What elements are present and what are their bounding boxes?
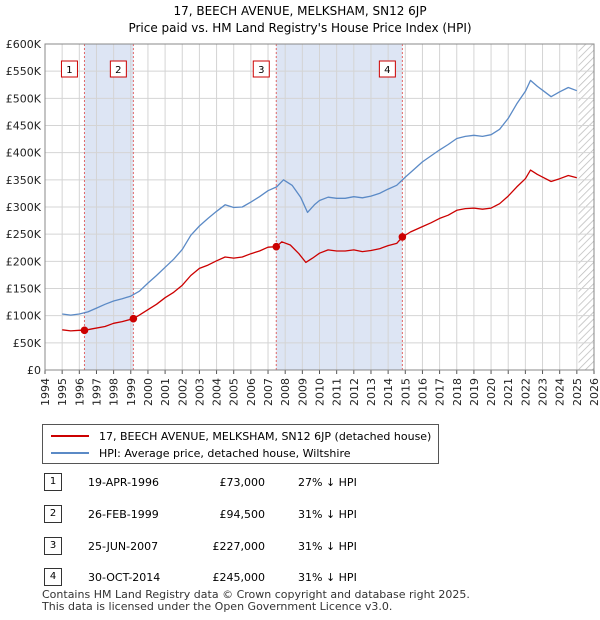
x-tick-label: 1999 — [125, 378, 138, 406]
property-price-line — [62, 169, 577, 332]
sale-date: 26-FEB-1999 — [88, 508, 159, 521]
x-tick-label: 2019 — [468, 378, 481, 406]
sale-number-badge: 2 — [44, 505, 62, 523]
sale-date: 19-APR-1996 — [88, 476, 160, 489]
legend-item-property: 17, BEECH AVENUE, MELKSHAM, SN12 6JP (de… — [51, 428, 431, 444]
x-tick-label: 2022 — [519, 378, 532, 406]
x-tick-label: 1996 — [73, 378, 86, 406]
footer-line-1: Contains HM Land Registry data © Crown c… — [42, 588, 470, 601]
sale-hpi-diff: 31% ↓ HPI — [298, 571, 357, 584]
sale-number-badge: 1 — [44, 473, 62, 491]
legend-item-hpi: HPI: Average price, detached house, Wilt… — [51, 445, 351, 461]
sale-price: £227,000 — [212, 540, 266, 553]
y-tick-label: £500K — [6, 92, 42, 105]
sale-price: £245,000 — [212, 571, 266, 584]
sale-marker-label: 2 — [115, 65, 121, 76]
legend: 17, BEECH AVENUE, MELKSHAM, SN12 6JP (de… — [42, 424, 439, 464]
legend-label-hpi: HPI: Average price, detached house, Wilt… — [99, 446, 351, 460]
x-tick-label: 2009 — [296, 378, 309, 406]
sale-point — [80, 326, 89, 335]
x-tick-label: 2004 — [211, 378, 224, 406]
x-tick-label: 2016 — [416, 378, 429, 406]
plot-area: £0 £50K £100K £150K £200K £250K £300K £350K £400… — [6, 38, 600, 406]
sale-point — [129, 314, 138, 323]
x-tick-label: 2025 — [571, 378, 584, 406]
sale-number-badge: 4 — [44, 568, 62, 586]
price-chart: 17, BEECH AVENUE, MELKSHAM, SN12 6JP Pri… — [6, 4, 600, 406]
x-tick-label: 2015 — [399, 378, 412, 406]
x-tick-label: 2017 — [434, 378, 447, 406]
legend-swatch-hpi — [51, 452, 89, 454]
sale-hpi-diff: 27% ↓ HPI — [298, 476, 357, 489]
x-tick-label: 2006 — [245, 378, 258, 406]
y-tick-label: £200K — [6, 255, 42, 268]
sale-hpi-diff: 31% ↓ HPI — [298, 540, 357, 553]
x-tick-label: 2014 — [382, 378, 395, 406]
table-row: 4 30-OCT-2014 £245,000 31% ↓ HPI — [40, 566, 460, 590]
x-tick-label: 2021 — [502, 378, 515, 406]
sale-point — [398, 233, 407, 241]
y-tick-label: £100K — [6, 310, 42, 323]
x-tick-label: 2000 — [142, 378, 155, 406]
y-tick-label: £300K — [6, 201, 42, 214]
plot-border — [44, 43, 595, 371]
table-row: 3 25-JUN-2007 £227,000 31% ↓ HPI — [40, 535, 460, 559]
x-tick-label: 1994 — [39, 378, 52, 406]
sale-marker-box — [252, 60, 270, 78]
y-tick-label: £550K — [6, 65, 42, 78]
legend-swatch-property — [51, 435, 89, 437]
x-tick-label: 2003 — [193, 378, 206, 406]
y-tick-label: £0 — [27, 364, 41, 377]
sale-date: 25-JUN-2007 — [88, 540, 159, 553]
x-tick-label: 2010 — [314, 378, 327, 406]
footer-attribution: Contains HM Land Registry data © Crown c… — [42, 589, 470, 613]
x-tick-label: 2023 — [537, 378, 550, 406]
sale-point — [272, 242, 281, 251]
x-tick-label: 2024 — [554, 378, 567, 406]
y-tick-label: £50K — [13, 337, 42, 350]
table-row: 1 19-APR-1996 £73,000 27% ↓ HPI — [40, 471, 460, 495]
x-tick-label: 2007 — [262, 378, 275, 406]
x-tick-label: 2018 — [451, 378, 464, 406]
x-tick-label: 2008 — [279, 378, 292, 406]
x-tick-label: 2005 — [228, 378, 241, 406]
x-tick-label: 1998 — [108, 378, 121, 406]
x-tick-label: 2002 — [176, 378, 189, 406]
sale-marker-label: 1 — [66, 65, 72, 76]
x-tick-label: 2001 — [159, 378, 172, 406]
table-row: 2 26-FEB-1999 £94,500 31% ↓ HPI — [40, 503, 460, 527]
sale-marker-box — [378, 60, 396, 78]
x-tick-label: 2011 — [331, 378, 344, 406]
legend-label-property: 17, BEECH AVENUE, MELKSHAM, SN12 6JP (de… — [99, 429, 432, 443]
sale-marker-box — [109, 60, 127, 78]
sale-price: £73,000 — [219, 476, 266, 489]
hpi-line — [62, 79, 578, 316]
y-tick-label: £150K — [6, 283, 42, 296]
y-tick-label: £600K — [6, 38, 42, 51]
sale-hpi-diff: 31% ↓ HPI — [298, 508, 357, 521]
sale-price: £94,500 — [219, 508, 266, 521]
sale-number-badge: 3 — [44, 537, 62, 555]
y-tick-label: £400K — [6, 147, 42, 160]
x-tick-label: 2026 — [588, 378, 600, 406]
x-tick-label: 2013 — [365, 378, 378, 406]
y-tick-label: £450K — [6, 120, 42, 133]
x-tick-label: 1997 — [90, 378, 103, 406]
footer-line-2: This data is licensed under the Open Gov… — [42, 600, 393, 613]
x-tick-label: 2012 — [348, 378, 361, 406]
chart-title-line2: Price paid vs. HM Land Registry's House … — [128, 21, 471, 35]
y-tick-label: £250K — [6, 228, 42, 241]
sale-marker-box — [60, 60, 78, 78]
x-tick-label: 2020 — [485, 378, 498, 406]
chart-title-line1: 17, BEECH AVENUE, MELKSHAM, SN12 6JP — [173, 4, 426, 18]
x-tick-label: 1995 — [56, 378, 69, 406]
sale-marker-label: 3 — [258, 65, 264, 76]
y-tick-label: £350K — [6, 174, 42, 187]
sale-marker-label: 4 — [384, 65, 390, 76]
sale-date: 30-OCT-2014 — [88, 571, 161, 584]
